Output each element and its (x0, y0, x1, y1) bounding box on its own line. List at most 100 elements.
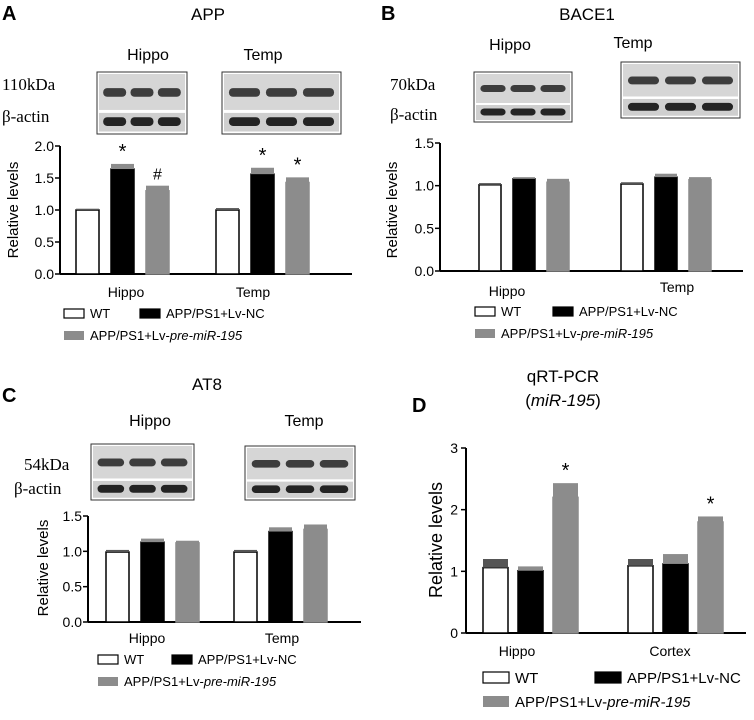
error-bar-temp-s1 (655, 173, 677, 178)
panel-title-a: APP (191, 5, 225, 24)
blot-band-actin (130, 117, 154, 126)
significance-marker: * (707, 493, 715, 515)
y-tick-label: 0 (450, 625, 458, 641)
y-tick-label: 0.0 (63, 614, 83, 630)
legend-swatch-wt (482, 671, 510, 684)
significance-marker: * (119, 141, 127, 163)
blot-band-actin (627, 102, 660, 111)
blot-band-actin (319, 485, 349, 493)
western-blot-hippo (96, 71, 188, 135)
x-category-label: Temp (660, 279, 694, 295)
western-blot-temp (221, 71, 342, 135)
legend-mir-prefix: APP/PS1+Lv- (90, 328, 170, 343)
legend-swatch-wt (63, 308, 85, 319)
y-tick-label: 1.0 (63, 543, 83, 559)
blot-band-actin (160, 484, 188, 493)
error-bar-hippo-s2 (553, 483, 578, 498)
subtitle-close: ) (595, 391, 601, 410)
legend-swatch-mir (483, 696, 509, 707)
y-tick-label: 1 (450, 563, 458, 579)
bar-temp-s1 (654, 176, 678, 272)
error-bar-hippo-s1 (141, 538, 164, 543)
beta-actin-label: β-actin (390, 105, 438, 124)
blot-band-actin (302, 117, 335, 126)
error-bar-cortex-s1 (663, 554, 688, 564)
bar-temp-s1 (250, 173, 275, 275)
blot-region-label: Temp (243, 47, 282, 64)
y-axis-label: Relative levels (384, 162, 401, 259)
error-bar-hippo-s0 (106, 549, 129, 553)
y-axis-label: Relative levels (35, 520, 52, 617)
legend-label-mir: APP/PS1+Lv-pre-miR-195 (90, 328, 243, 343)
blot-band-actin (97, 484, 125, 493)
y-tick-label: 1.5 (63, 508, 83, 524)
blot-band-actin (103, 117, 127, 126)
error-bar-hippo-s1 (513, 177, 535, 179)
subtitle-open: ( (525, 391, 531, 410)
panel-label-a: A (2, 3, 16, 25)
blot-band-actin (510, 108, 536, 116)
legend-swatch-mir (475, 329, 495, 338)
bar-hippo-s0 (75, 209, 100, 275)
panel-title-b: BACE1 (559, 5, 615, 24)
significance-marker: # (153, 167, 162, 184)
legend-label-nc: APP/PS1+Lv-NC (579, 304, 678, 319)
legend-mir-gene: pre-miR-195 (606, 694, 691, 711)
legend-label-nc: APP/PS1+Lv-NC (198, 652, 297, 667)
legend-label-wt: WT (124, 652, 144, 667)
blot-band-target (228, 88, 261, 97)
y-tick-label: 0.5 (35, 234, 55, 250)
error-bar-temp-s2 (286, 177, 309, 183)
x-category-label: Temp (265, 630, 299, 646)
error-bar-hippo-s0 (483, 559, 508, 568)
error-bar-temp-s1 (251, 167, 274, 175)
panel-title-c: AT8 (192, 375, 222, 394)
bar-cortex-s2 (697, 521, 724, 634)
legend-label-wt: WT (515, 670, 538, 687)
significance-marker: * (259, 145, 267, 167)
blot-band-target (302, 88, 335, 97)
molecular-weight-label: 54kDa (24, 455, 70, 474)
blot-region-label: Temp (284, 413, 323, 430)
x-category-label: Temp (236, 284, 270, 300)
y-tick-label: 0.5 (415, 220, 435, 236)
bar-temp-s1 (268, 530, 293, 623)
legend-label-wt: WT (90, 306, 110, 321)
error-bar-cortex-s2 (698, 516, 723, 522)
blot-region-label: Temp (613, 35, 652, 52)
bar-temp-s0 (233, 551, 258, 623)
panel-label-c: C (2, 385, 16, 407)
legend-mir-gene: pre-miR-195 (580, 326, 654, 341)
legend-swatch-mir (64, 331, 84, 340)
legend-label-nc: APP/PS1+Lv-NC (166, 306, 265, 321)
blot-band-target (129, 458, 156, 467)
y-tick-label: 3 (450, 440, 458, 456)
y-tick-label: 1.5 (35, 170, 55, 186)
bar-hippo-s1 (140, 541, 165, 623)
y-tick-label: 1.5 (415, 135, 435, 151)
blot-region-label: Hippo (127, 47, 169, 64)
error-bar-temp-s0 (621, 182, 643, 184)
blot-band-actin (157, 117, 181, 126)
bar-hippo-s2 (552, 496, 579, 634)
blot-band-actin (228, 117, 261, 126)
bar-hippo-s2 (145, 190, 170, 275)
error-bar-temp-s0 (234, 549, 257, 553)
legend-label-wt: WT (501, 304, 521, 319)
blot-band-target (510, 85, 536, 92)
blot-band-actin (480, 108, 506, 116)
blot-band-actin (540, 108, 566, 116)
blot-band-target (480, 85, 506, 92)
legend-mir-prefix: APP/PS1+Lv- (501, 326, 581, 341)
bar-temp-s0 (620, 183, 644, 272)
blot-band-actin (285, 485, 315, 493)
beta-actin-label: β-actin (2, 107, 50, 126)
error-bar-hippo-s2 (146, 185, 169, 191)
legend-swatch-nc (594, 671, 622, 684)
blot-band-target (103, 88, 127, 97)
error-bar-hippo-s1 (111, 163, 134, 170)
blot-band-target (701, 76, 734, 85)
blot-band-target (664, 76, 697, 85)
legend-label-mir: APP/PS1+Lv-pre-miR-195 (515, 694, 691, 711)
